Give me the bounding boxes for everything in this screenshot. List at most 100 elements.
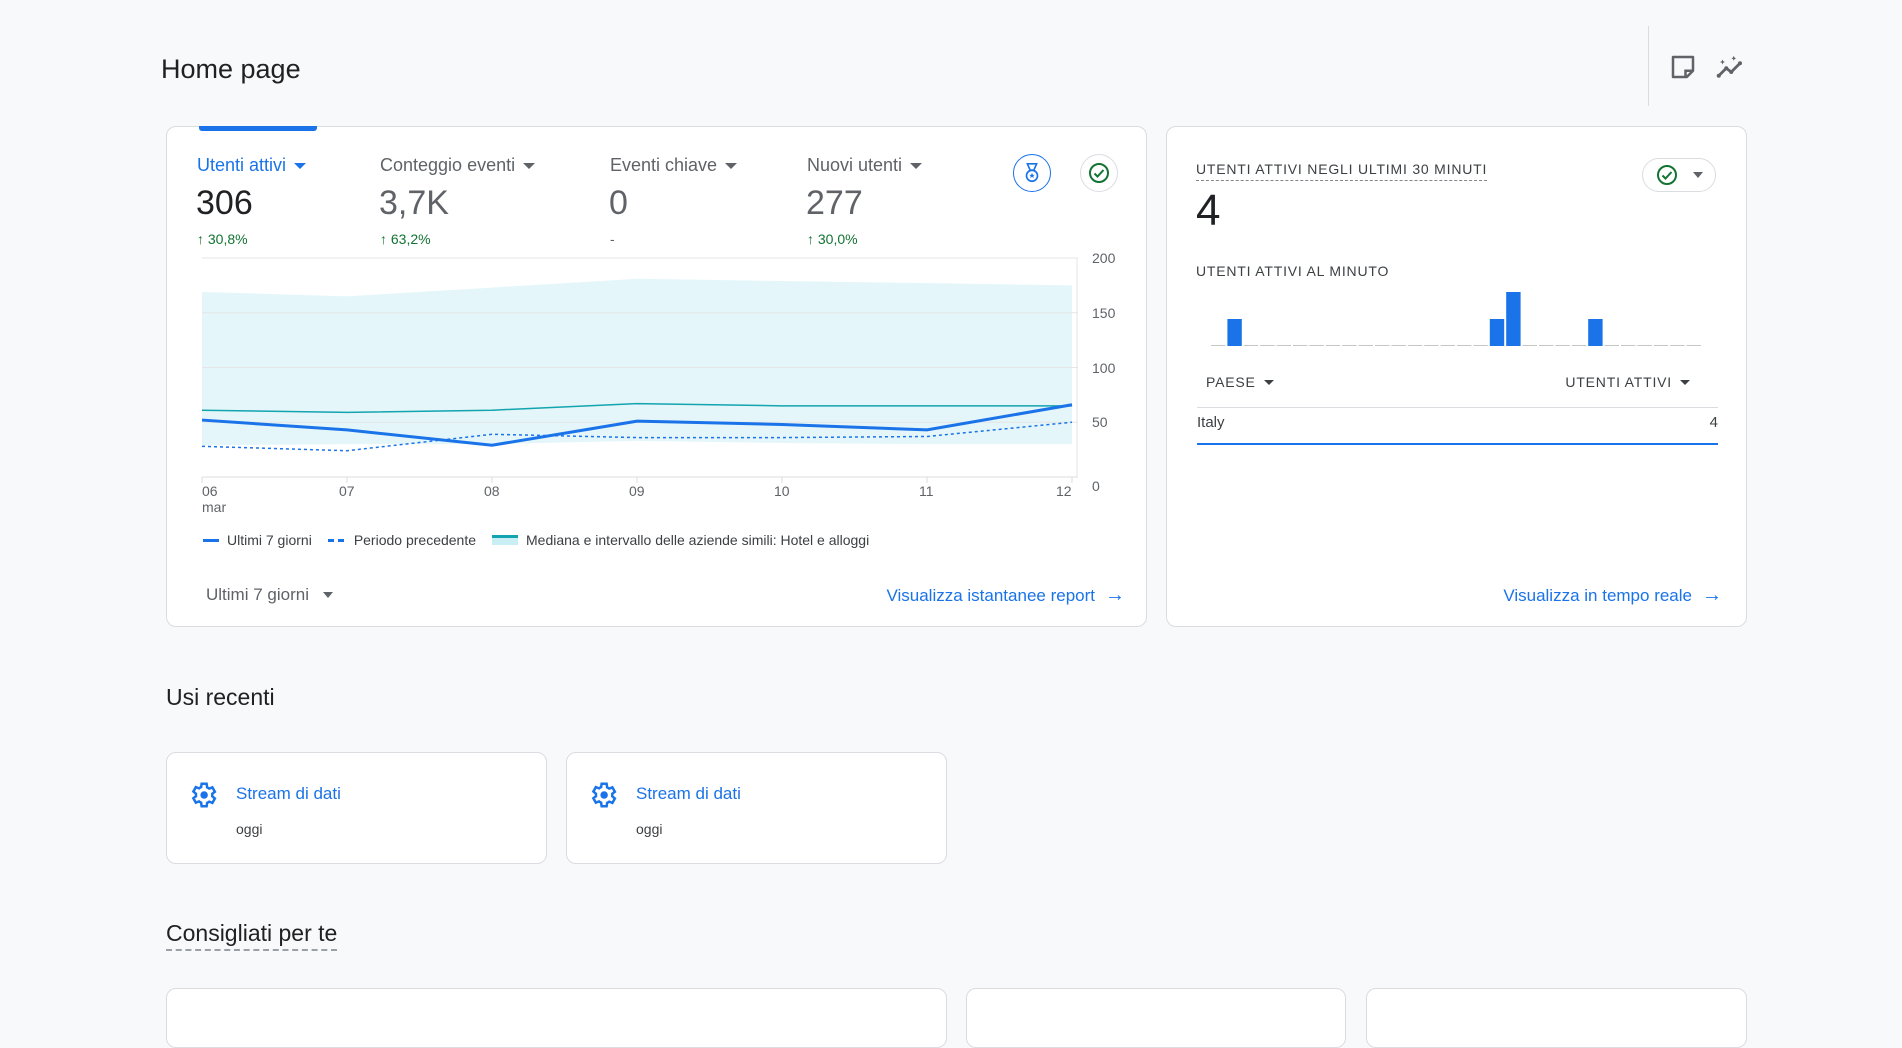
minute-bar[interactable] xyxy=(1342,345,1357,346)
metric-change: - xyxy=(610,231,615,247)
arrow-up-icon: ↑ xyxy=(380,231,387,247)
x-tick-label: 06 xyxy=(202,483,218,499)
column-header-country[interactable]: PAESE xyxy=(1206,374,1274,390)
minute-bar[interactable] xyxy=(1407,345,1423,346)
metric-tab[interactable]: Eventi chiave xyxy=(610,155,738,176)
chevron-down-icon xyxy=(1263,379,1274,385)
column-label: PAESE xyxy=(1206,374,1256,390)
view-report-snapshot-link[interactable]: Visualizza istantanee report → xyxy=(886,584,1125,607)
minute-bar[interactable] xyxy=(1522,345,1537,346)
recent-item-time: oggi xyxy=(236,821,263,837)
minute-bar[interactable] xyxy=(1309,345,1324,346)
metric-change-value: 63,2% xyxy=(390,231,431,247)
x-tick-label: 10 xyxy=(774,483,790,499)
realtime-value: 4 xyxy=(1196,186,1221,235)
chevron-down-icon xyxy=(322,592,333,598)
metric-label: Eventi chiave xyxy=(610,155,718,175)
sticky-note-icon[interactable] xyxy=(1668,52,1698,82)
link-label: Visualizza in tempo reale xyxy=(1503,585,1692,605)
active-tab-indicator xyxy=(199,126,317,131)
table-divider xyxy=(1197,407,1718,408)
legend-swatch-dashed xyxy=(327,538,346,542)
per-minute-title: UTENTI ATTIVI AL MINUTO xyxy=(1196,263,1390,279)
recommended-card[interactable] xyxy=(1366,988,1747,1048)
realtime-title[interactable]: UTENTI ATTIVI NEGLI ULTIMI 30 MINUTI xyxy=(1196,161,1488,181)
minute-bar[interactable] xyxy=(1243,345,1259,346)
minute-bar[interactable] xyxy=(1375,345,1390,346)
arrow-up-icon: ↑ xyxy=(197,231,204,247)
minute-bar[interactable] xyxy=(1260,345,1275,346)
minute-bar[interactable] xyxy=(1670,345,1685,346)
page-title: Home page xyxy=(161,54,301,84)
legend-swatch-solid xyxy=(203,538,219,542)
minute-bar[interactable] xyxy=(1621,345,1636,346)
metric-value: 306 xyxy=(196,184,253,222)
auto-insights-icon[interactable] xyxy=(1714,52,1746,82)
users-cell: 4 xyxy=(1709,414,1718,431)
chevron-down-icon xyxy=(523,162,536,169)
minute-bar[interactable] xyxy=(1424,345,1439,346)
medal-icon[interactable] xyxy=(1013,154,1051,192)
metric-change: ↑ 30,0% xyxy=(807,231,858,247)
minute-bar[interactable] xyxy=(1588,319,1603,346)
legend-item: Ultimi 7 giorni xyxy=(227,532,312,548)
minute-bar[interactable] xyxy=(1473,345,1488,346)
minute-bar[interactable] xyxy=(1686,345,1701,346)
minute-bar[interactable] xyxy=(1506,292,1521,346)
check-circle-icon[interactable] xyxy=(1080,154,1118,192)
y-tick-label: 150 xyxy=(1092,304,1116,321)
column-header-active-users[interactable]: UTENTI ATTIVI xyxy=(1565,374,1690,390)
minute-bar[interactable] xyxy=(1571,345,1587,346)
minute-bar[interactable] xyxy=(1539,345,1554,346)
metric-label: Utenti attivi xyxy=(197,155,287,175)
header-divider xyxy=(1648,26,1649,106)
minute-bar[interactable] xyxy=(1227,319,1242,346)
realtime-status-dropdown[interactable] xyxy=(1642,158,1716,192)
metric-tab[interactable]: Conteggio eventi xyxy=(380,155,536,176)
minute-bar[interactable] xyxy=(1440,345,1455,346)
per-minute-bar-chart xyxy=(1211,292,1701,346)
y-tick-label: 200 xyxy=(1092,250,1116,266)
metric-tab[interactable]: Nuovi utenti xyxy=(807,155,923,176)
recommended-card[interactable] xyxy=(166,988,947,1048)
view-realtime-link[interactable]: Visualizza in tempo reale → xyxy=(1503,584,1722,607)
arrow-right-icon: → xyxy=(1702,584,1722,606)
recommended-card[interactable] xyxy=(966,988,1346,1048)
table-row[interactable]: Italy 4 xyxy=(1197,414,1718,444)
y-tick-label: 0 xyxy=(1092,478,1100,494)
metric-value: 0 xyxy=(609,184,628,222)
recent-item-card[interactable]: Stream di dati oggi xyxy=(566,752,947,864)
country-cell: Italy xyxy=(1197,414,1225,431)
column-label: UTENTI ATTIVI xyxy=(1565,374,1672,390)
metric-tab[interactable]: Utenti attivi xyxy=(197,155,307,176)
gear-icon xyxy=(591,782,617,808)
recent-item-time: oggi xyxy=(636,821,663,837)
link-label: Visualizza istantanee report xyxy=(886,585,1095,605)
minute-bar[interactable] xyxy=(1489,319,1505,346)
minute-bar[interactable] xyxy=(1555,345,1570,346)
minute-bar[interactable] xyxy=(1653,345,1669,346)
minute-bar[interactable] xyxy=(1457,345,1472,346)
metric-change-value: 30,0% xyxy=(817,231,858,247)
x-tick-label: 08 xyxy=(484,483,500,499)
line-chart xyxy=(201,257,1078,483)
minute-bar[interactable] xyxy=(1325,345,1341,346)
previous-period-line xyxy=(201,421,1073,452)
minute-bar[interactable] xyxy=(1391,345,1406,346)
recommended-section-title[interactable]: Consigliati per te xyxy=(166,920,338,951)
date-range-dropdown[interactable]: Ultimi 7 giorni xyxy=(206,585,333,605)
last-7-days-line xyxy=(201,403,1073,447)
recent-item-name: Stream di dati xyxy=(236,784,341,803)
chevron-down-icon xyxy=(1693,172,1703,178)
recent-item-card[interactable]: Stream di dati oggi xyxy=(166,752,547,864)
minute-bar[interactable] xyxy=(1358,345,1373,346)
minute-bar[interactable] xyxy=(1293,345,1308,346)
minute-bar[interactable] xyxy=(1211,345,1226,346)
x-tick-label: 07 xyxy=(339,483,355,499)
y-tick-label: 100 xyxy=(1092,359,1116,376)
minute-bar[interactable] xyxy=(1276,345,1291,346)
row-bar xyxy=(1197,443,1718,445)
benchmark-band xyxy=(202,278,1072,446)
minute-bar[interactable] xyxy=(1637,345,1652,346)
minute-bar[interactable] xyxy=(1604,345,1619,346)
